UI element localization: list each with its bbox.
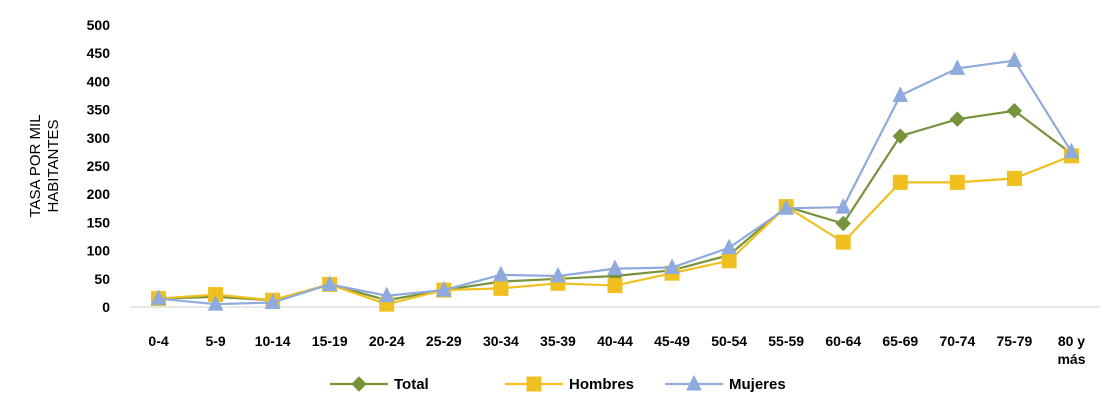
x-tick-label: 65-69 [882,333,918,349]
triangle-marker [778,199,794,215]
x-tick-label: 20-24 [369,333,405,349]
series-total [150,103,1080,308]
triangle-marker [493,265,509,282]
x-tick-label: 5-9 [205,333,225,349]
series-hombres [151,148,1079,312]
y-axis: 0 50 100 150 200 250 300 350 400 450 500 [87,17,111,315]
diamond-marker [949,111,966,127]
y-tick-label: 100 [87,243,111,259]
y-tick-label: 0 [102,299,110,315]
square-marker [721,253,737,269]
diamond-marker [892,128,909,144]
x-tick-label: 35-39 [540,333,576,349]
x-tick-label: 50-54 [711,333,747,349]
square-marker [892,174,908,190]
y-tick-label: 400 [87,73,111,89]
triangle-marker [321,275,338,291]
y-tick-label: 500 [87,17,111,33]
triangle-marker [207,295,224,311]
x-tick-label: 15-19 [312,333,348,349]
y-tick-label: 50 [94,271,110,287]
legend-label: Total [394,376,429,393]
diamond-marker [1006,103,1023,119]
x-tick-label: 70-74 [939,333,975,349]
y-axis-title-line: HABITANTES [45,119,62,212]
y-tick-label: 300 [87,130,111,146]
triangle-marker [949,59,966,75]
triangle-marker [150,289,167,306]
legend-label: Mujeres [729,376,786,393]
y-tick-label: 200 [87,186,111,202]
triangle-marker [378,286,395,303]
triangle-marker [664,258,680,275]
square-marker [949,174,965,190]
y-tick-label: 450 [87,45,111,61]
triangle-marker [1006,51,1023,68]
series-mujeres [150,51,1080,311]
triangle-marker [686,374,702,391]
x-tick-label: 55-59 [768,333,804,349]
triangle-marker [1063,142,1080,159]
triangle-marker [264,293,281,309]
y-axis-title: TASA POR MIL HABITANTES [27,114,62,217]
triangle-marker [721,238,737,255]
square-marker [1006,170,1022,186]
square-marker [493,280,509,296]
diamond-marker [351,376,367,392]
legend-item: Hombres [505,376,634,393]
x-tick-label: 45-49 [654,333,690,349]
x-tick-label: 30-34 [483,333,519,349]
triangle-marker [892,86,909,102]
triangle-marker [550,266,566,283]
x-tick-label: 25-29 [426,333,462,349]
x-tick-label: 40-44 [597,333,633,349]
legend-item: Mujeres [665,374,786,393]
y-tick-label: 350 [87,102,111,118]
x-tick-label: 75-79 [997,333,1033,349]
y-tick-label: 150 [87,214,111,230]
square-marker [835,234,851,250]
series-layer [150,51,1080,312]
x-tick-label: más [1057,351,1085,367]
triangle-marker [436,280,452,297]
diamond-marker [835,215,851,232]
square-marker [526,376,542,392]
x-axis: 0-4 5-9 10-14 15-19 20-24 25-29 30-34 35-39 40-4… [130,306,1100,367]
y-axis-title-line: TASA POR MIL [27,114,44,217]
legend-item: Total [330,376,429,393]
legend: Total Hombres Mujeres [330,374,786,393]
triangle-marker [835,198,852,214]
x-tick-label: 60-64 [825,333,861,349]
square-marker [607,278,623,294]
y-tick-label: 250 [87,158,111,174]
x-tick-label: 0-4 [148,333,168,349]
legend-label: Hombres [569,376,634,393]
triangle-marker [607,259,623,276]
x-tick-label: 80 y [1058,333,1085,349]
x-tick-label: 10-14 [255,333,291,349]
